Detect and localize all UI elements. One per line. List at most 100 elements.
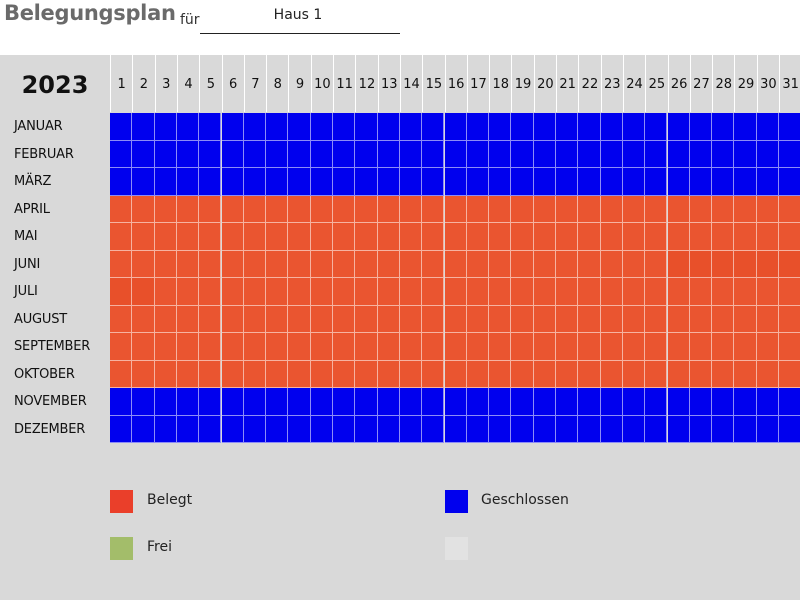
day-cell[interactable] xyxy=(110,223,133,251)
day-cell[interactable] xyxy=(176,223,200,251)
day-cell[interactable] xyxy=(533,195,556,223)
day-cell[interactable] xyxy=(734,360,757,388)
day-cell[interactable] xyxy=(489,250,512,278)
day-cell[interactable] xyxy=(399,388,423,416)
day-cell[interactable] xyxy=(221,278,244,306)
day-cell[interactable] xyxy=(734,333,757,361)
day-cell[interactable] xyxy=(132,168,155,196)
day-cell[interactable] xyxy=(355,195,378,223)
day-cell[interactable] xyxy=(243,223,267,251)
day-cell[interactable] xyxy=(154,168,177,196)
day-cell[interactable] xyxy=(110,360,133,388)
day-cell[interactable] xyxy=(578,168,601,196)
day-cell[interactable] xyxy=(310,360,333,388)
day-cell[interactable] xyxy=(622,223,646,251)
day-cell[interactable] xyxy=(176,195,200,223)
day-cell[interactable] xyxy=(511,388,534,416)
day-cell[interactable] xyxy=(132,113,155,141)
day-cell[interactable] xyxy=(444,250,467,278)
day-cell[interactable] xyxy=(466,223,490,251)
day-cell[interactable] xyxy=(221,250,244,278)
day-cell[interactable] xyxy=(176,168,200,196)
day-cell[interactable] xyxy=(556,333,579,361)
house-field[interactable]: Haus 1 xyxy=(200,3,400,34)
day-cell[interactable] xyxy=(689,333,713,361)
day-cell[interactable] xyxy=(444,113,467,141)
day-cell[interactable] xyxy=(756,415,779,443)
day-cell[interactable] xyxy=(422,195,445,223)
day-cell[interactable] xyxy=(199,140,222,168)
day-cell[interactable] xyxy=(645,113,668,141)
day-cell[interactable] xyxy=(288,140,311,168)
day-cell[interactable] xyxy=(422,415,445,443)
day-cell[interactable] xyxy=(132,305,155,333)
day-cell[interactable] xyxy=(176,250,200,278)
day-cell[interactable] xyxy=(667,113,690,141)
day-cell[interactable] xyxy=(243,250,267,278)
day-cell[interactable] xyxy=(689,278,713,306)
day-cell[interactable] xyxy=(756,140,779,168)
day-cell[interactable] xyxy=(288,195,311,223)
day-cell[interactable] xyxy=(422,278,445,306)
day-cell[interactable] xyxy=(154,333,177,361)
day-cell[interactable] xyxy=(556,168,579,196)
day-cell[interactable] xyxy=(110,388,133,416)
day-cell[interactable] xyxy=(199,168,222,196)
day-cell[interactable] xyxy=(266,140,289,168)
day-cell[interactable] xyxy=(355,168,378,196)
day-cell[interactable] xyxy=(533,333,556,361)
day-cell[interactable] xyxy=(399,305,423,333)
day-cell[interactable] xyxy=(466,305,490,333)
day-cell[interactable] xyxy=(288,333,311,361)
day-cell[interactable] xyxy=(399,360,423,388)
day-cell[interactable] xyxy=(734,113,757,141)
day-cell[interactable] xyxy=(556,250,579,278)
day-cell[interactable] xyxy=(734,278,757,306)
day-cell[interactable] xyxy=(266,195,289,223)
day-cell[interactable] xyxy=(712,250,735,278)
day-cell[interactable] xyxy=(667,415,690,443)
day-cell[interactable] xyxy=(132,360,155,388)
day-cell[interactable] xyxy=(132,195,155,223)
day-cell[interactable] xyxy=(377,415,400,443)
day-cell[interactable] xyxy=(176,388,200,416)
day-cell[interactable] xyxy=(667,360,690,388)
day-cell[interactable] xyxy=(645,195,668,223)
day-cell[interactable] xyxy=(444,360,467,388)
day-cell[interactable] xyxy=(154,388,177,416)
day-cell[interactable] xyxy=(645,168,668,196)
day-cell[interactable] xyxy=(556,113,579,141)
day-cell[interactable] xyxy=(712,388,735,416)
day-cell[interactable] xyxy=(154,223,177,251)
day-cell[interactable] xyxy=(221,360,244,388)
day-cell[interactable] xyxy=(333,360,356,388)
day-cell[interactable] xyxy=(310,223,333,251)
day-cell[interactable] xyxy=(333,195,356,223)
day-cell[interactable] xyxy=(689,415,713,443)
day-cell[interactable] xyxy=(154,195,177,223)
day-cell[interactable] xyxy=(355,113,378,141)
day-cell[interactable] xyxy=(645,140,668,168)
day-cell[interactable] xyxy=(712,168,735,196)
day-cell[interactable] xyxy=(199,223,222,251)
day-cell[interactable] xyxy=(578,223,601,251)
day-cell[interactable] xyxy=(288,250,311,278)
day-cell[interactable] xyxy=(377,360,400,388)
day-cell[interactable] xyxy=(221,113,244,141)
day-cell[interactable] xyxy=(333,415,356,443)
day-cell[interactable] xyxy=(489,278,512,306)
day-cell[interactable] xyxy=(110,168,133,196)
day-cell[interactable] xyxy=(154,360,177,388)
day-cell[interactable] xyxy=(310,113,333,141)
day-cell[interactable] xyxy=(154,278,177,306)
day-cell[interactable] xyxy=(422,140,445,168)
day-cell[interactable] xyxy=(243,360,267,388)
day-cell[interactable] xyxy=(622,278,646,306)
day-cell[interactable] xyxy=(756,333,779,361)
day-cell[interactable] xyxy=(556,415,579,443)
day-cell[interactable] xyxy=(667,223,690,251)
day-cell[interactable] xyxy=(489,360,512,388)
day-cell[interactable] xyxy=(533,113,556,141)
day-cell[interactable] xyxy=(377,140,400,168)
day-cell[interactable] xyxy=(355,360,378,388)
